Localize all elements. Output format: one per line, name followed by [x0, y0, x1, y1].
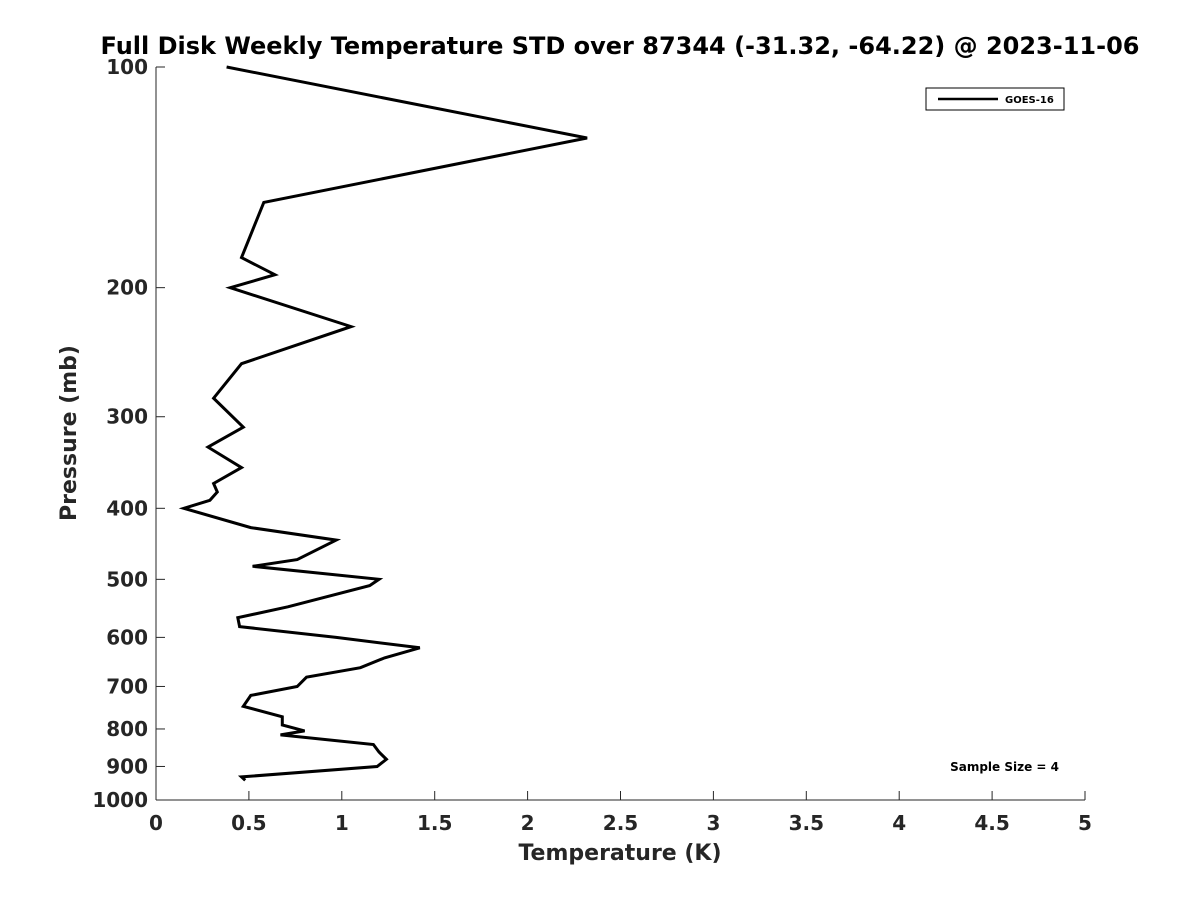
x-tick-label: 5: [1078, 811, 1092, 835]
y-tick-label: 300: [106, 405, 148, 429]
series-layer: [178, 65, 588, 782]
y-tick-label: 500: [106, 567, 148, 591]
x-tick-label: 0: [149, 811, 163, 835]
y-tick-label: 400: [106, 496, 148, 520]
y-tick-label: 200: [106, 276, 148, 300]
y-tick-label: 800: [106, 717, 148, 741]
x-tick-label: 2: [521, 811, 535, 835]
x-tick-label: 1.5: [417, 811, 452, 835]
x-tick-label: 3.5: [789, 811, 824, 835]
x-tick-label: 4.5: [974, 811, 1009, 835]
y-tick-label: 1000: [92, 788, 148, 812]
x-axis-ticks: 0 0.5 1 1.5 2 2.5 3 3.5 4 4.5 5: [149, 791, 1092, 835]
chart-title: Full Disk Weekly Temperature STD over 87…: [101, 32, 1140, 60]
x-tick-label: 1: [335, 811, 349, 835]
y-tick-label: 700: [106, 674, 148, 698]
y-axis-ticks: 100 200 300 400 500 600 700 800 900 1000: [92, 55, 165, 812]
y-tick-label: 100: [106, 55, 148, 79]
y-axis-label: Pressure (mb): [57, 345, 82, 521]
y-tick-label: 600: [106, 625, 148, 649]
series-line-goes-16: [178, 65, 588, 782]
x-tick-label: 2.5: [603, 811, 638, 835]
axes: [155, 67, 1085, 801]
legend: GOES-16: [925, 87, 1065, 111]
legend-label-goes-16: GOES-16: [1005, 95, 1054, 106]
sample-size-annotation: Sample Size = 4: [950, 760, 1059, 774]
x-tick-label: 0.5: [231, 811, 266, 835]
x-tick-label: 3: [706, 811, 720, 835]
x-axis-label: Temperature (K): [518, 841, 721, 866]
y-tick-label: 900: [106, 754, 148, 778]
x-tick-label: 4: [892, 811, 906, 835]
